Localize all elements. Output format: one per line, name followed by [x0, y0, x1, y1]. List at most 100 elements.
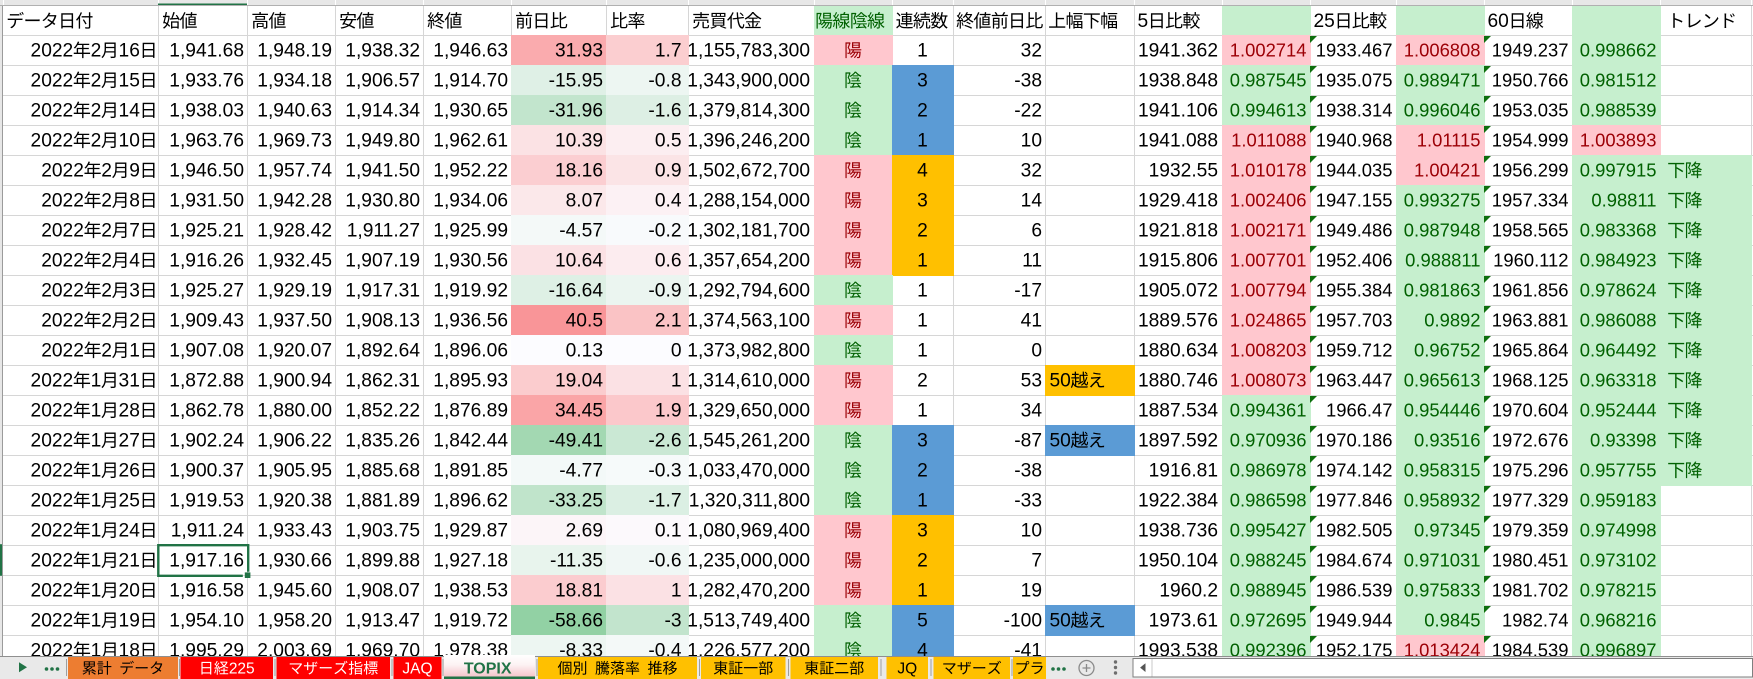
- svg-text:1,545,261,200: 1,545,261,200: [687, 431, 810, 452]
- svg-text:24: 24: [119, 521, 141, 542]
- svg-text:0.988539: 0.988539: [1580, 100, 1657, 121]
- svg-text:1941.106: 1941.106: [1138, 101, 1218, 122]
- svg-text:2022: 2022: [41, 341, 84, 362]
- svg-text:1,938.32: 1,938.32: [345, 41, 420, 62]
- svg-text:1,958.20: 1,958.20: [257, 611, 332, 632]
- svg-text:1,941.68: 1,941.68: [169, 41, 244, 62]
- svg-text:0.987948: 0.987948: [1404, 220, 1481, 241]
- svg-text:31: 31: [119, 371, 140, 392]
- svg-text:0.9892: 0.9892: [1424, 310, 1480, 331]
- svg-text:-0.3: -0.3: [648, 461, 681, 482]
- svg-text:2022: 2022: [31, 581, 74, 602]
- svg-text:1,320,311,800: 1,320,311,800: [689, 491, 810, 512]
- svg-text:1,933.43: 1,933.43: [257, 521, 332, 542]
- svg-text:1955.384: 1955.384: [1316, 280, 1393, 301]
- svg-text:1973.61: 1973.61: [1149, 611, 1218, 632]
- svg-text:16: 16: [119, 41, 140, 62]
- svg-text:1,235,000,000: 1,235,000,000: [687, 551, 810, 572]
- svg-text:1,930.65: 1,930.65: [433, 101, 508, 122]
- svg-text:1,919.72: 1,919.72: [433, 611, 508, 632]
- svg-text:-0.9: -0.9: [648, 281, 681, 302]
- svg-text:1977.846: 1977.846: [1316, 490, 1393, 511]
- svg-text:1,396,246,200: 1,396,246,200: [687, 131, 810, 152]
- svg-text:1938.736: 1938.736: [1138, 521, 1218, 542]
- svg-text:1.9: 1.9: [655, 401, 682, 422]
- svg-text:2: 2: [101, 311, 112, 332]
- svg-text:41: 41: [1021, 311, 1042, 332]
- svg-text:1,906.22: 1,906.22: [257, 431, 332, 452]
- svg-text:1: 1: [917, 491, 928, 512]
- svg-text:0.986088: 0.986088: [1580, 310, 1657, 331]
- svg-text:2: 2: [917, 551, 928, 572]
- svg-text:1880.634: 1880.634: [1138, 341, 1218, 362]
- svg-text:60: 60: [1488, 11, 1509, 32]
- svg-text:2022: 2022: [31, 401, 74, 422]
- svg-text:14: 14: [1021, 191, 1043, 212]
- svg-text:0.972695: 0.972695: [1230, 610, 1307, 631]
- svg-text:1975.296: 1975.296: [1492, 460, 1569, 481]
- svg-text:2,003.69: 2,003.69: [257, 641, 332, 662]
- svg-text:1,896.62: 1,896.62: [433, 491, 508, 512]
- svg-text:50: 50: [1050, 611, 1071, 632]
- svg-text:3: 3: [917, 191, 928, 212]
- svg-text:-1.6: -1.6: [648, 101, 681, 122]
- svg-text:2022: 2022: [31, 521, 74, 542]
- svg-text:2022: 2022: [41, 251, 84, 272]
- svg-text:0.983368: 0.983368: [1580, 220, 1657, 241]
- svg-text:1: 1: [91, 401, 102, 422]
- svg-text:0.988245: 0.988245: [1230, 550, 1307, 571]
- svg-text:1,905.95: 1,905.95: [257, 461, 332, 482]
- svg-text:225: 225: [229, 661, 255, 678]
- svg-text:1: 1: [917, 41, 928, 62]
- svg-text:1,946.63: 1,946.63: [433, 41, 508, 62]
- svg-text:1,940.63: 1,940.63: [257, 101, 332, 122]
- svg-text:2022: 2022: [31, 461, 74, 482]
- svg-text:0.988945: 0.988945: [1230, 580, 1307, 601]
- svg-text:-0.2: -0.2: [648, 221, 681, 242]
- svg-text:1935.075: 1935.075: [1316, 70, 1393, 91]
- svg-text:1,862.78: 1,862.78: [169, 401, 244, 422]
- svg-text:1986.539: 1986.539: [1316, 580, 1393, 601]
- svg-text:1,930.66: 1,930.66: [257, 551, 332, 572]
- svg-text:2022: 2022: [41, 191, 84, 212]
- svg-text:2: 2: [91, 131, 102, 152]
- svg-text:1.007701: 1.007701: [1230, 250, 1307, 271]
- svg-text:1,928.42: 1,928.42: [257, 221, 332, 242]
- svg-text:1968.125: 1968.125: [1492, 370, 1569, 391]
- svg-text:1,885.68: 1,885.68: [345, 461, 420, 482]
- svg-text:1.008073: 1.008073: [1230, 370, 1307, 391]
- svg-text:0.970936: 0.970936: [1230, 430, 1307, 451]
- svg-text:26: 26: [119, 461, 140, 482]
- svg-text:1: 1: [917, 341, 928, 362]
- svg-text:3: 3: [129, 281, 140, 302]
- svg-text:1950.104: 1950.104: [1138, 551, 1218, 572]
- svg-text:1,903.75: 1,903.75: [345, 521, 420, 542]
- svg-text:1: 1: [917, 281, 928, 302]
- svg-text:-33: -33: [1014, 491, 1042, 512]
- svg-text:1,911.27: 1,911.27: [347, 221, 420, 242]
- svg-text:0.97345: 0.97345: [1414, 520, 1480, 541]
- svg-text:1974.142: 1974.142: [1316, 460, 1393, 481]
- svg-text:0.996046: 0.996046: [1404, 100, 1481, 121]
- svg-text:1952.406: 1952.406: [1316, 250, 1393, 271]
- svg-text:1,934.18: 1,934.18: [257, 71, 332, 92]
- svg-text:25: 25: [119, 491, 140, 512]
- svg-text:1959.712: 1959.712: [1316, 340, 1393, 361]
- svg-text:2: 2: [917, 221, 928, 242]
- svg-text:1,862.31: 1,862.31: [345, 371, 420, 392]
- svg-text:2022: 2022: [31, 371, 74, 392]
- svg-text:-2.6: -2.6: [648, 431, 681, 452]
- svg-text:1,302,181,700: 1,302,181,700: [687, 221, 810, 242]
- svg-text:0.952444: 0.952444: [1580, 400, 1657, 421]
- svg-text:1,155,783,300: 1,155,783,300: [687, 41, 810, 62]
- svg-text:1897.592: 1897.592: [1138, 431, 1218, 452]
- svg-text:1,900.37: 1,900.37: [169, 461, 244, 482]
- svg-text:0.4: 0.4: [655, 191, 682, 212]
- svg-text:1,876.89: 1,876.89: [433, 401, 508, 422]
- svg-text:4: 4: [917, 641, 928, 662]
- svg-text:1993.538: 1993.538: [1138, 641, 1218, 662]
- svg-text:-0.8: -0.8: [648, 71, 681, 92]
- svg-text:1,896.06: 1,896.06: [433, 341, 508, 362]
- svg-text:2: 2: [101, 251, 112, 272]
- svg-text:-11.35: -11.35: [550, 551, 603, 572]
